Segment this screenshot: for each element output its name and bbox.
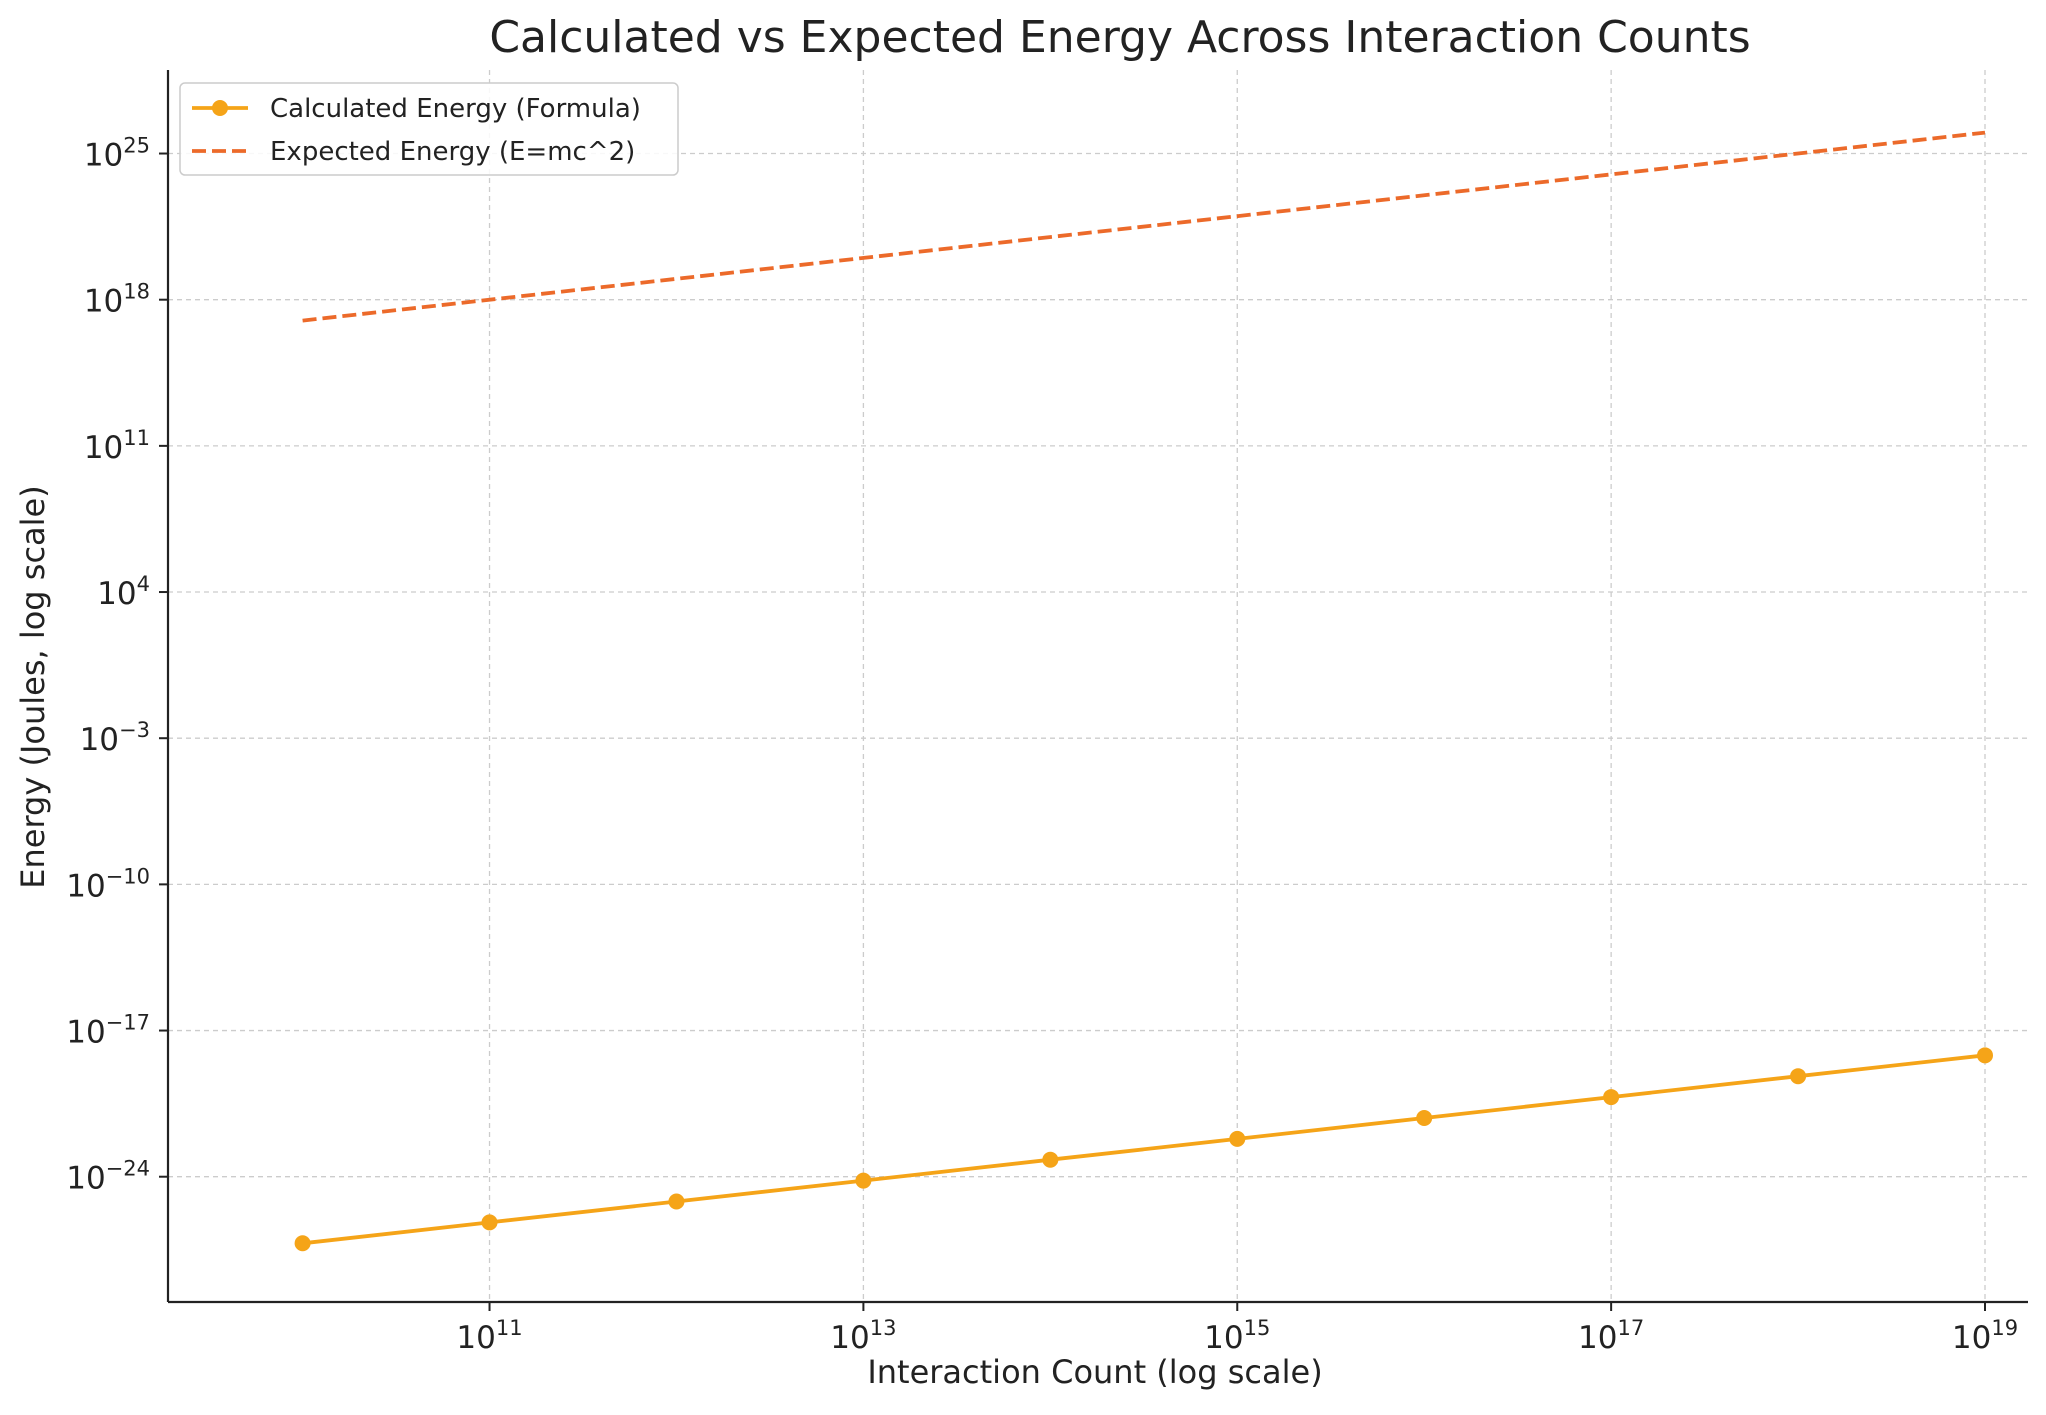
y-tick-label: 104 [97, 572, 150, 612]
legend-label-1: Calculated Energy (Formula) [270, 94, 641, 124]
y-tick-label: 10−17 [66, 1011, 150, 1051]
x-tick-label: 1011 [456, 1316, 522, 1356]
x-tick-label: 1017 [1578, 1316, 1644, 1356]
data-point [1790, 1068, 1807, 1085]
series-line-1 [302, 1053, 1986, 1246]
axes-layer: 1011 1013 1015 1017 1019 10−24 10−17 10−10 10−3 1… [66, 70, 2028, 1356]
series-layer [294, 130, 1994, 1252]
y-tick-label: 10−10 [66, 864, 150, 904]
x-tick-label: 1013 [830, 1316, 896, 1356]
data-point [1603, 1089, 1620, 1106]
data-point [855, 1172, 872, 1189]
legend-box [179, 82, 679, 176]
data-point [1229, 1130, 1246, 1147]
data-point [668, 1193, 685, 1210]
y-tick-label: 10−3 [80, 718, 150, 758]
y-tick-label: 1011 [84, 426, 150, 466]
data-point [1042, 1151, 1059, 1168]
legend-label-2: Expected Energy (E=mc^2) [270, 137, 635, 167]
x-tick-label: 1019 [1952, 1316, 2018, 1356]
series-line-2 [302, 130, 1986, 323]
legend: Calculated Energy (Formula) Expected Ener… [179, 82, 679, 176]
y-tick-label: 10−24 [66, 1157, 150, 1197]
data-point [1977, 1047, 1994, 1064]
x-tick-label: 1015 [1204, 1316, 1270, 1356]
data-point [1416, 1109, 1433, 1126]
y-axis-label: Energy (Joules, log scale) [14, 485, 52, 888]
data-point [294, 1235, 311, 1252]
chart-title: Calculated vs Expected Energy Across Int… [489, 12, 1750, 63]
x-axis-label: Interaction Count (log scale) [867, 1353, 1322, 1391]
y-tick-label: 1018 [84, 280, 150, 320]
y-tick-label: 1025 [84, 134, 150, 174]
data-point [481, 1214, 498, 1231]
legend-marker-1 [212, 100, 228, 116]
grid-layer [168, 70, 2028, 1302]
